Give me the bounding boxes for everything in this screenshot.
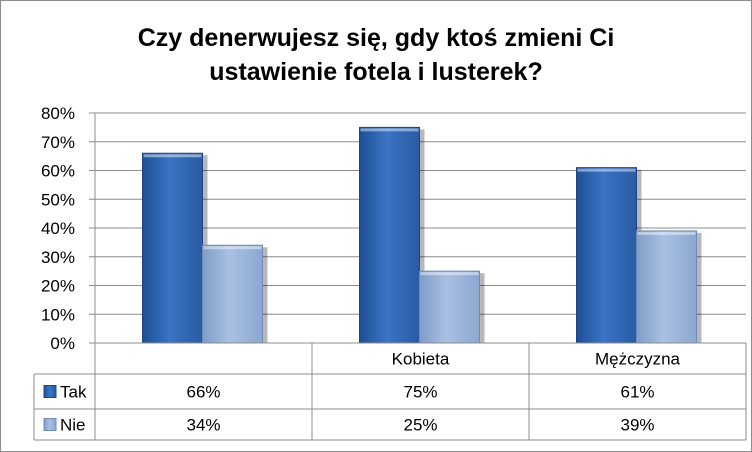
category-label: Mężczyzna: [595, 350, 681, 369]
data-label: 34%: [186, 416, 220, 435]
bar-body: [636, 230, 697, 344]
data-label: 61%: [620, 383, 654, 402]
legend-key-nie: [43, 418, 57, 431]
y-tick-label: 60%: [41, 162, 75, 181]
bar-top-edge: [637, 231, 696, 235]
bar-body: [359, 126, 420, 344]
bar-body: [419, 270, 480, 344]
bar-body: [576, 167, 637, 344]
bar-tak-2: [359, 126, 425, 344]
data-label: 75%: [403, 383, 437, 402]
category-label: Kobieta: [392, 350, 450, 369]
data-label: 66%: [186, 383, 220, 402]
y-tick-label: 50%: [41, 190, 75, 209]
chart-title-line-1: Czy denerwujesz się, gdy ktoś zmieni Ci: [138, 24, 615, 52]
y-tick-label: 70%: [41, 133, 75, 152]
bar-tak-3: [576, 167, 642, 344]
bars: [142, 126, 702, 344]
y-tick-label: 10%: [41, 305, 75, 324]
y-tick-label: 30%: [41, 248, 75, 267]
bar-nie-1: [202, 244, 268, 344]
bar-nie-3: [636, 230, 702, 344]
y-tick-label: 20%: [41, 277, 75, 296]
bar-top-edge: [360, 128, 419, 132]
bar-body: [202, 244, 263, 344]
legend-key-tak: [43, 385, 57, 398]
bar-top-edge: [143, 154, 202, 158]
y-tick-label: 40%: [41, 219, 75, 238]
data-table: Kobieta Mężczyzna Tak 66% 75% 61% Nie 34% 25% 39%: [33, 342, 747, 441]
bar-nie-2: [419, 270, 485, 344]
y-axis-tick-labels: 0% 10% 20% 30% 40% 50% 60% 70% 80%: [41, 104, 75, 353]
legend-label-nie: Nie: [60, 416, 86, 435]
bar-body: [142, 152, 203, 344]
data-label: 25%: [403, 416, 437, 435]
bar-top-edge: [420, 272, 479, 276]
data-label: 39%: [620, 416, 654, 435]
bar-top-edge: [577, 168, 636, 172]
y-tick-label: 0%: [50, 334, 75, 353]
legend-label-tak: Tak: [60, 383, 87, 402]
bar-top-edge: [203, 246, 262, 250]
chart-title-line-2: ustawienie fotela i lusterek?: [209, 58, 542, 86]
y-tick-label: 80%: [41, 104, 75, 123]
bar-tak-1: [142, 152, 208, 344]
